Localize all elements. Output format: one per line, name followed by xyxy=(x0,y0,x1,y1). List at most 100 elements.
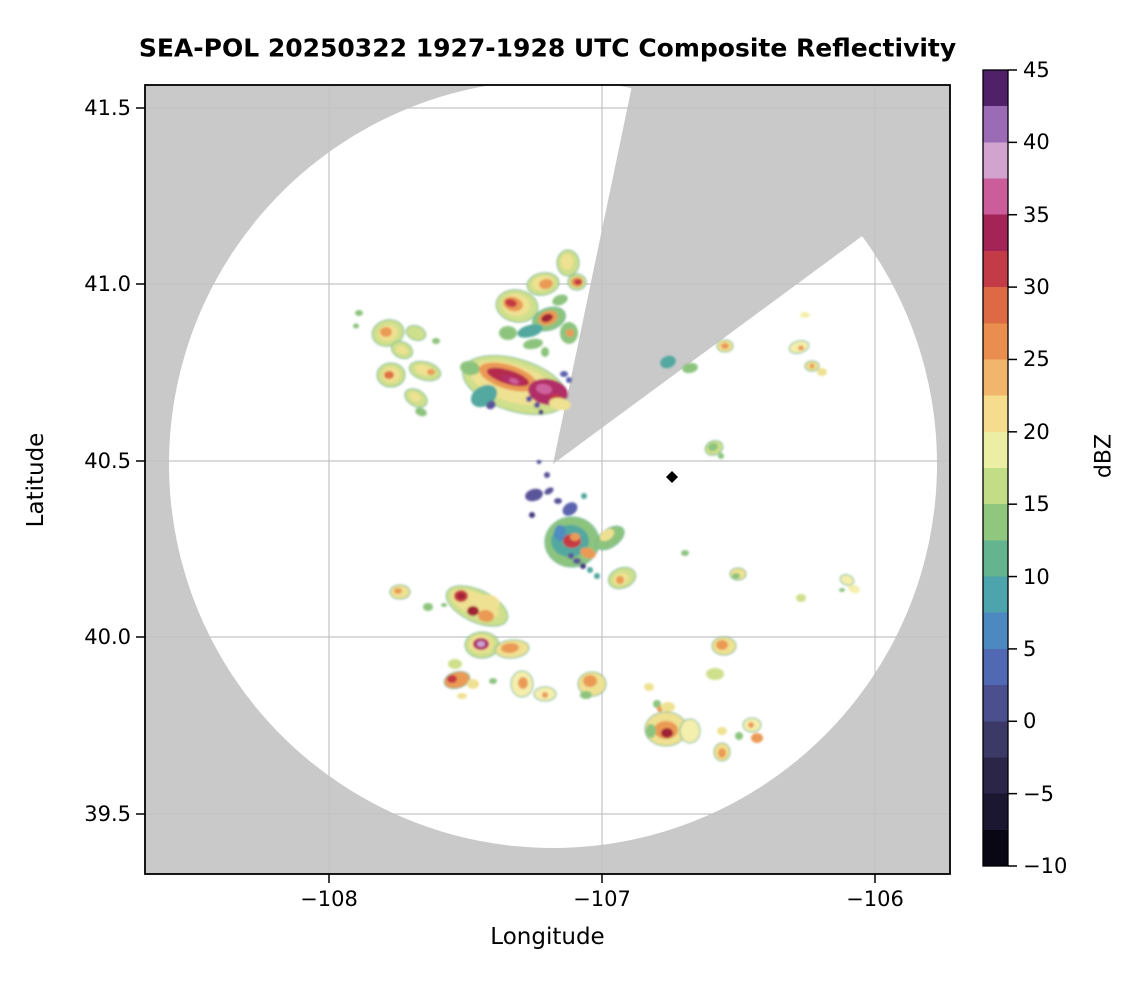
echo-blob xyxy=(489,678,497,684)
echo-blob xyxy=(353,323,359,329)
echo-blob xyxy=(536,383,552,395)
echo-blob xyxy=(544,472,550,478)
colorbar xyxy=(982,69,1009,867)
colorbar-label: dBZ xyxy=(1091,433,1117,479)
echo-blob xyxy=(646,724,656,738)
colorbar-tick-label: 20 xyxy=(1023,419,1050,444)
colorbar-tick-label: 0 xyxy=(1023,709,1037,734)
colorbar-tick-label: 45 xyxy=(1023,58,1050,82)
echo-blob xyxy=(480,594,500,610)
colorbar-tick-label: 25 xyxy=(1023,347,1050,372)
echo-blob xyxy=(441,603,447,607)
echo-blob xyxy=(706,668,724,680)
echo-blob xyxy=(732,573,740,579)
echo-blob xyxy=(552,294,568,306)
echo-blob xyxy=(499,326,517,340)
echo-blob xyxy=(796,594,806,602)
y-tick-label: 40.0 xyxy=(84,625,131,649)
echo-blob xyxy=(566,329,574,337)
echo-blob xyxy=(561,254,573,270)
echo-blob xyxy=(839,588,845,592)
echo-blob xyxy=(580,563,586,569)
echo-blob xyxy=(518,677,528,689)
echo-blob xyxy=(534,402,540,408)
echo-blob xyxy=(541,347,549,357)
colorbar-tick-label: 30 xyxy=(1023,275,1050,300)
echo-blob xyxy=(679,718,701,744)
echo-blob xyxy=(380,327,392,337)
echo-blob xyxy=(599,528,615,542)
echo-blob xyxy=(526,396,532,402)
echo-blob xyxy=(505,298,517,308)
echo-blob xyxy=(580,547,596,559)
echo-blob xyxy=(517,324,543,338)
echo-blob xyxy=(457,593,465,599)
echo-blob xyxy=(542,692,548,698)
echo-blob xyxy=(560,371,568,377)
echo-blob xyxy=(415,407,427,417)
echo-blob xyxy=(681,550,689,556)
echo-blob xyxy=(394,588,402,594)
echo-blob xyxy=(848,584,860,594)
radar-site-diamond-marker xyxy=(666,471,678,483)
echo-blob xyxy=(549,397,571,411)
echo-blob xyxy=(580,691,592,699)
plot-border xyxy=(144,84,951,875)
echo-blob xyxy=(384,371,394,379)
echo-blob xyxy=(477,641,485,647)
echo-blob xyxy=(661,702,675,712)
echo-blob xyxy=(644,683,654,691)
echo-blob xyxy=(554,525,566,541)
echo-blob xyxy=(800,312,810,318)
echo-blob xyxy=(574,279,582,285)
echo-blob xyxy=(467,679,479,689)
echo-blob xyxy=(568,553,574,559)
echo-blob xyxy=(423,603,433,611)
echo-blob xyxy=(525,488,543,502)
x-tick-label: −108 xyxy=(300,887,358,911)
echo-blob xyxy=(539,278,553,290)
echo-blob xyxy=(405,324,427,342)
echo-blob xyxy=(447,675,457,683)
echo-blob xyxy=(717,727,727,735)
echo-blob xyxy=(523,338,543,350)
echo-blob xyxy=(478,609,494,623)
echo-blob xyxy=(467,606,479,616)
colorbar-tick-label: −5 xyxy=(1023,781,1054,806)
echo-blob xyxy=(355,310,363,316)
echo-blob xyxy=(748,722,754,728)
echo-blob xyxy=(432,338,440,344)
echo-blob xyxy=(798,345,804,351)
echo-blob xyxy=(529,512,535,518)
echo-blob xyxy=(587,567,593,573)
x-tick-label: −106 xyxy=(846,887,904,911)
echo-blob xyxy=(809,363,815,369)
echo-blob xyxy=(544,487,554,495)
echo-blob xyxy=(396,345,408,355)
colorbar-tick-marks xyxy=(1008,69,1017,867)
axis-tick-marks xyxy=(136,107,876,883)
echo-blob xyxy=(457,693,467,699)
reflectivity-echoes xyxy=(353,249,860,762)
y-tick-label: 39.5 xyxy=(84,802,131,826)
x-axis-label: Longitude xyxy=(490,924,605,950)
echo-blob xyxy=(616,576,624,584)
colorbar-tick-label: 10 xyxy=(1023,564,1050,589)
colorbar-tick-label: 35 xyxy=(1023,202,1050,227)
echo-blob xyxy=(541,313,553,323)
echo-blob xyxy=(573,558,581,564)
y-tick-label: 41.5 xyxy=(84,96,131,120)
echo-blob xyxy=(562,502,578,516)
echo-blob xyxy=(536,460,542,464)
echo-blob xyxy=(735,732,743,740)
echo-blob xyxy=(460,360,480,376)
echo-blob xyxy=(509,378,519,384)
echo-blob xyxy=(721,343,729,349)
gridlines xyxy=(145,85,950,874)
echo-blob xyxy=(409,392,421,402)
echo-blob xyxy=(716,640,728,650)
echo-blob xyxy=(448,659,462,669)
echo-blob xyxy=(817,368,827,376)
